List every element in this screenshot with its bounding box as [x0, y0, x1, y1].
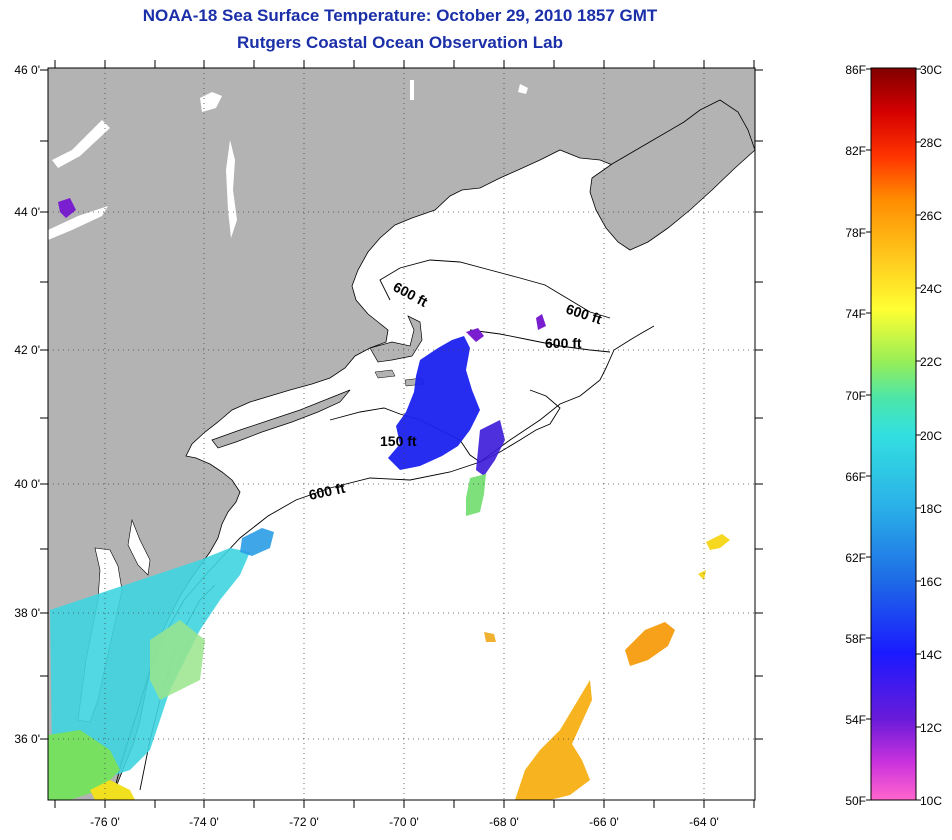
lake: [48, 206, 108, 240]
cape-cod: [369, 315, 423, 363]
lat-label: 36 0': [14, 732, 40, 746]
colorbar-c-label: 12C: [920, 721, 942, 735]
colorbar-c-label: 18C: [920, 502, 942, 516]
lake: [410, 80, 414, 100]
lon-label: -72 0': [289, 815, 319, 829]
colorbar-c-label: 28C: [920, 136, 942, 150]
lat-label: 46 0': [14, 63, 40, 77]
colorbar-c-label: 24C: [920, 282, 942, 296]
colorbar-c-label: 14C: [920, 648, 942, 662]
lon-label: -76 0': [90, 815, 120, 829]
map-title: NOAA-18 Sea Surface Temperature: October…: [142, 6, 658, 25]
colorbar-c-label: 20C: [920, 429, 942, 443]
colorbar-f-label: 50F: [845, 794, 866, 808]
sst-patch-greenish: [150, 620, 205, 700]
sst-patch-south-yellow: [90, 780, 135, 800]
sst-patch-warm-3: [698, 534, 730, 580]
colorbar-c-label: 16C: [920, 575, 942, 589]
lake: [200, 92, 222, 112]
sst-patch-warm-1: [625, 622, 675, 666]
colorbar: [870, 67, 917, 801]
lat-label: 40 0': [14, 477, 40, 491]
sst-patch-cold-2: [476, 420, 505, 476]
lat-label: 44 0': [14, 205, 40, 219]
lon-label: -68 0': [489, 815, 519, 829]
contour-label: 600 ft: [545, 335, 582, 351]
lat-label: 42 0': [14, 343, 40, 357]
colorbar-f-label: 66F: [845, 470, 866, 484]
colorbar-f-label: 82F: [845, 144, 866, 158]
contour-150ft: [329, 389, 561, 463]
colorbar-c-label: 10C: [920, 794, 942, 808]
colorbar-f-label: 74F: [845, 307, 866, 321]
lake: [226, 140, 237, 238]
lon-label: -70 0': [389, 815, 419, 829]
map-grid: [48, 68, 755, 800]
colorbar-ticks: [866, 68, 921, 801]
delaware-bay: [127, 518, 151, 576]
contour-label: 150 ft: [380, 433, 417, 449]
land-nova-scotia: [589, 99, 755, 251]
colorbar-f-label: 70F: [845, 389, 866, 403]
lon-label: -66 0': [589, 815, 619, 829]
colorbar-f-label: 58F: [845, 632, 866, 646]
colorbar-f-label: 62F: [845, 551, 866, 565]
sst-patch-cold: [388, 336, 480, 470]
sst-patch-warm-4: [484, 632, 496, 642]
long-island: [211, 389, 351, 449]
lake: [518, 84, 528, 94]
colorbar-c-label: 26C: [920, 209, 942, 223]
lake: [52, 120, 110, 168]
sst-patch-green-shelf: [466, 474, 486, 516]
colorbar-f-label: 86F: [845, 63, 866, 77]
axis-ticks: [40, 60, 763, 808]
map-frame: [47, 67, 756, 801]
lat-label: 38 0': [14, 606, 40, 620]
lon-label: -74 0': [189, 815, 219, 829]
lon-label: -64 0': [689, 815, 719, 829]
contour-600ft-gulf: [379, 259, 611, 319]
colorbar-f-label: 78F: [845, 226, 866, 240]
colorbar-c-label: 30C: [920, 63, 942, 77]
sst-patch-blue-offshore: [240, 528, 274, 556]
map-subtitle: Rutgers Coastal Ocean Observation Lab: [237, 33, 563, 52]
colorbar-f-label: 54F: [845, 713, 866, 727]
sst-data: [48, 198, 730, 800]
colorbar-c-label: 22C: [920, 355, 942, 369]
sst-patch-south-green: [48, 730, 120, 800]
contour-label: 600 ft: [307, 480, 346, 503]
sst-patch-warm-2: [515, 680, 592, 800]
